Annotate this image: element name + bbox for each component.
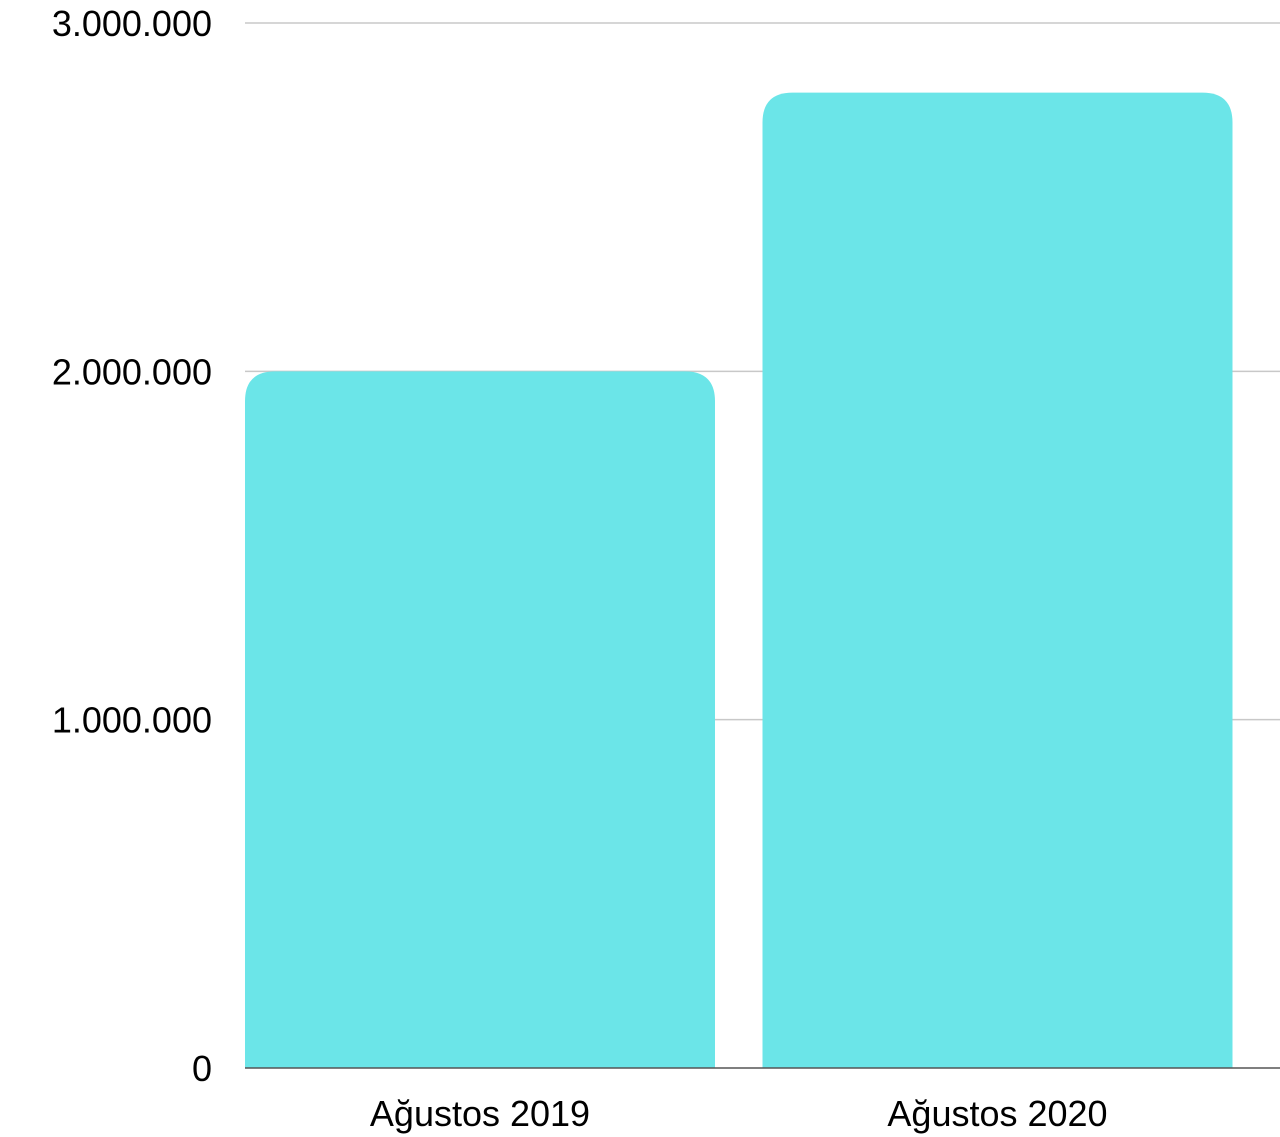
bar — [762, 92, 1233, 1068]
bar — [245, 371, 715, 1068]
y-tick-label: 2.000.000 — [52, 351, 212, 392]
x-axis-labels: Ağustos 2019 Ağustos 2020 — [370, 1093, 1108, 1134]
bars — [245, 92, 1233, 1068]
y-axis-ticks: 0 1.000.000 2.000.000 3.000.000 — [52, 3, 212, 1089]
y-tick-label: 3.000.000 — [52, 3, 212, 44]
y-tick-label: 1.000.000 — [52, 700, 212, 741]
y-tick-label: 0 — [192, 1048, 212, 1089]
x-tick-label: Ağustos 2019 — [370, 1093, 590, 1134]
x-tick-label: Ağustos 2020 — [887, 1093, 1107, 1134]
